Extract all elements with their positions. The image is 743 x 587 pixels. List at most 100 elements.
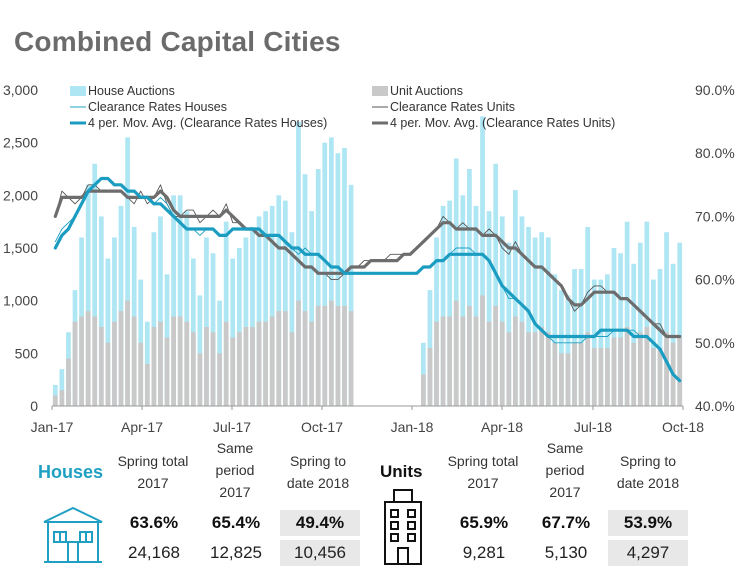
houses-header-0: Spring total 2017 bbox=[117, 453, 189, 491]
unit-auction-bar bbox=[256, 321, 262, 406]
unit-auction-bar bbox=[210, 332, 216, 406]
y-right-tick-label: 40.0% bbox=[695, 398, 735, 414]
houses-header-2: Spring to date 2018 bbox=[286, 453, 350, 491]
house-auction-bar bbox=[644, 221, 650, 406]
house-auction-bar bbox=[217, 300, 222, 406]
unit-auction-bar bbox=[92, 316, 98, 406]
unit-auction-bar bbox=[539, 327, 545, 406]
unit-auction-bar bbox=[342, 305, 347, 406]
unit-auction-bar bbox=[151, 327, 157, 406]
axes: 0 500 1,000 1,500 2,000 2,500 3,000 40.0% 50.0% 6… bbox=[3, 82, 735, 435]
house-auction-bar bbox=[664, 232, 669, 406]
unit-auction-bar bbox=[171, 316, 176, 406]
units-pct-2: 53.9% bbox=[608, 510, 688, 536]
house-auction-bar bbox=[559, 290, 564, 406]
unit-auction-bar bbox=[197, 353, 203, 406]
unit-auction-bar bbox=[532, 332, 538, 406]
unit-auction-bar bbox=[585, 332, 591, 406]
y-left-tick-label: 1,000 bbox=[3, 293, 38, 309]
unit-auction-bar bbox=[493, 305, 499, 406]
unit-auction-bar bbox=[309, 321, 314, 406]
x-tick-label: Jan-18 bbox=[391, 419, 434, 435]
units-header-0: Spring total 2017 bbox=[447, 453, 519, 491]
house-auction-bar bbox=[92, 163, 98, 406]
unit-auction-bar bbox=[637, 332, 643, 406]
units-pct-0: 65.9% bbox=[459, 513, 509, 532]
house-auction-bar bbox=[605, 274, 610, 406]
unit-auction-bar bbox=[644, 327, 650, 406]
houses-num-2: 10,456 bbox=[280, 540, 360, 566]
house-auction-bar bbox=[105, 258, 111, 406]
house-auction-bar bbox=[250, 226, 255, 406]
house-auction-bar bbox=[236, 248, 242, 406]
unit-auction-bar bbox=[453, 300, 459, 406]
clearance-lines bbox=[53, 176, 682, 383]
house-auction-bar bbox=[204, 237, 209, 406]
house-auction-bar bbox=[342, 147, 347, 406]
unit-auction-bar bbox=[519, 321, 525, 406]
house-auction-bar bbox=[480, 116, 485, 406]
unit-auction-bar bbox=[105, 342, 111, 406]
x-tick-label: Apr-17 bbox=[121, 419, 163, 435]
house-auction-bar bbox=[98, 216, 104, 406]
unit-auction-bar bbox=[125, 300, 130, 406]
y-left-tick-label: 0 bbox=[30, 398, 38, 414]
houses-num-0: 24,168 bbox=[128, 543, 180, 562]
house-auction-bar bbox=[151, 232, 157, 406]
unit-auction-bar bbox=[447, 316, 453, 406]
unit-auction-bar bbox=[263, 321, 268, 406]
unit-auction-bar bbox=[184, 321, 190, 406]
house-auction-bar bbox=[348, 184, 354, 406]
unit-auction-bar bbox=[138, 342, 144, 406]
y-left-tick-label: 500 bbox=[15, 345, 39, 361]
x-tick-label: Jul-17 bbox=[213, 419, 251, 435]
house-auction-bar bbox=[158, 216, 163, 406]
unit-auction-bar bbox=[144, 363, 150, 406]
unit-auction-bar bbox=[250, 327, 255, 406]
house-auction-bar bbox=[473, 205, 479, 406]
house-auction-bar bbox=[460, 195, 466, 406]
unit-auction-bar bbox=[177, 316, 183, 406]
unit-auction-bar bbox=[473, 316, 479, 406]
house-auction-bar bbox=[611, 248, 617, 406]
y-right-tick-label: 80.0% bbox=[695, 145, 735, 161]
house-auction-bar bbox=[256, 216, 262, 406]
legend-label: Unit Auctions bbox=[390, 84, 463, 98]
houses-pct-2: 49.4% bbox=[280, 510, 360, 536]
unit-auction-bar bbox=[112, 321, 117, 406]
house-auction-bar bbox=[315, 169, 321, 406]
unit-auction-bar bbox=[59, 390, 65, 406]
unit-auction-bar bbox=[269, 316, 275, 406]
x-tick-label: Oct-17 bbox=[301, 419, 343, 435]
unit-auction-bar bbox=[486, 321, 492, 406]
house-auction-bar bbox=[289, 232, 295, 406]
house-auction-bar bbox=[677, 242, 683, 406]
unit-auction-bar bbox=[434, 321, 439, 406]
building-icon bbox=[382, 488, 424, 566]
house-auction-bar bbox=[263, 211, 268, 406]
house-auction-bar bbox=[309, 211, 314, 406]
unit-auction-bar bbox=[421, 374, 426, 406]
unit-auction-bar bbox=[322, 305, 328, 406]
units-num-1: 5,130 bbox=[544, 543, 588, 562]
unit-auction-bar bbox=[98, 327, 104, 406]
unit-auction-bar bbox=[302, 311, 308, 406]
unit-auction-bars bbox=[52, 295, 683, 406]
houses-num-1: 12,825 bbox=[210, 543, 262, 562]
house-auction-bar bbox=[171, 195, 176, 406]
units-header-1: Same period 2017 bbox=[545, 440, 585, 500]
house-auction-bar bbox=[210, 253, 216, 406]
house-auction-bar bbox=[624, 221, 630, 406]
house-auction-bar bbox=[637, 242, 643, 406]
unit-auction-bar bbox=[276, 311, 282, 406]
unit-auction-bar bbox=[591, 348, 597, 406]
unit-auction-bar bbox=[480, 295, 485, 406]
y-right-tick-label: 60.0% bbox=[695, 272, 735, 288]
house-icon bbox=[40, 504, 106, 566]
house-auction-bar bbox=[427, 290, 433, 406]
house-auction-bar bbox=[302, 174, 308, 406]
house-auction-bar bbox=[282, 200, 288, 406]
house-auction-bar bbox=[539, 232, 545, 406]
units-num-0: 9,281 bbox=[462, 543, 506, 562]
house-auction-bar bbox=[519, 216, 525, 406]
